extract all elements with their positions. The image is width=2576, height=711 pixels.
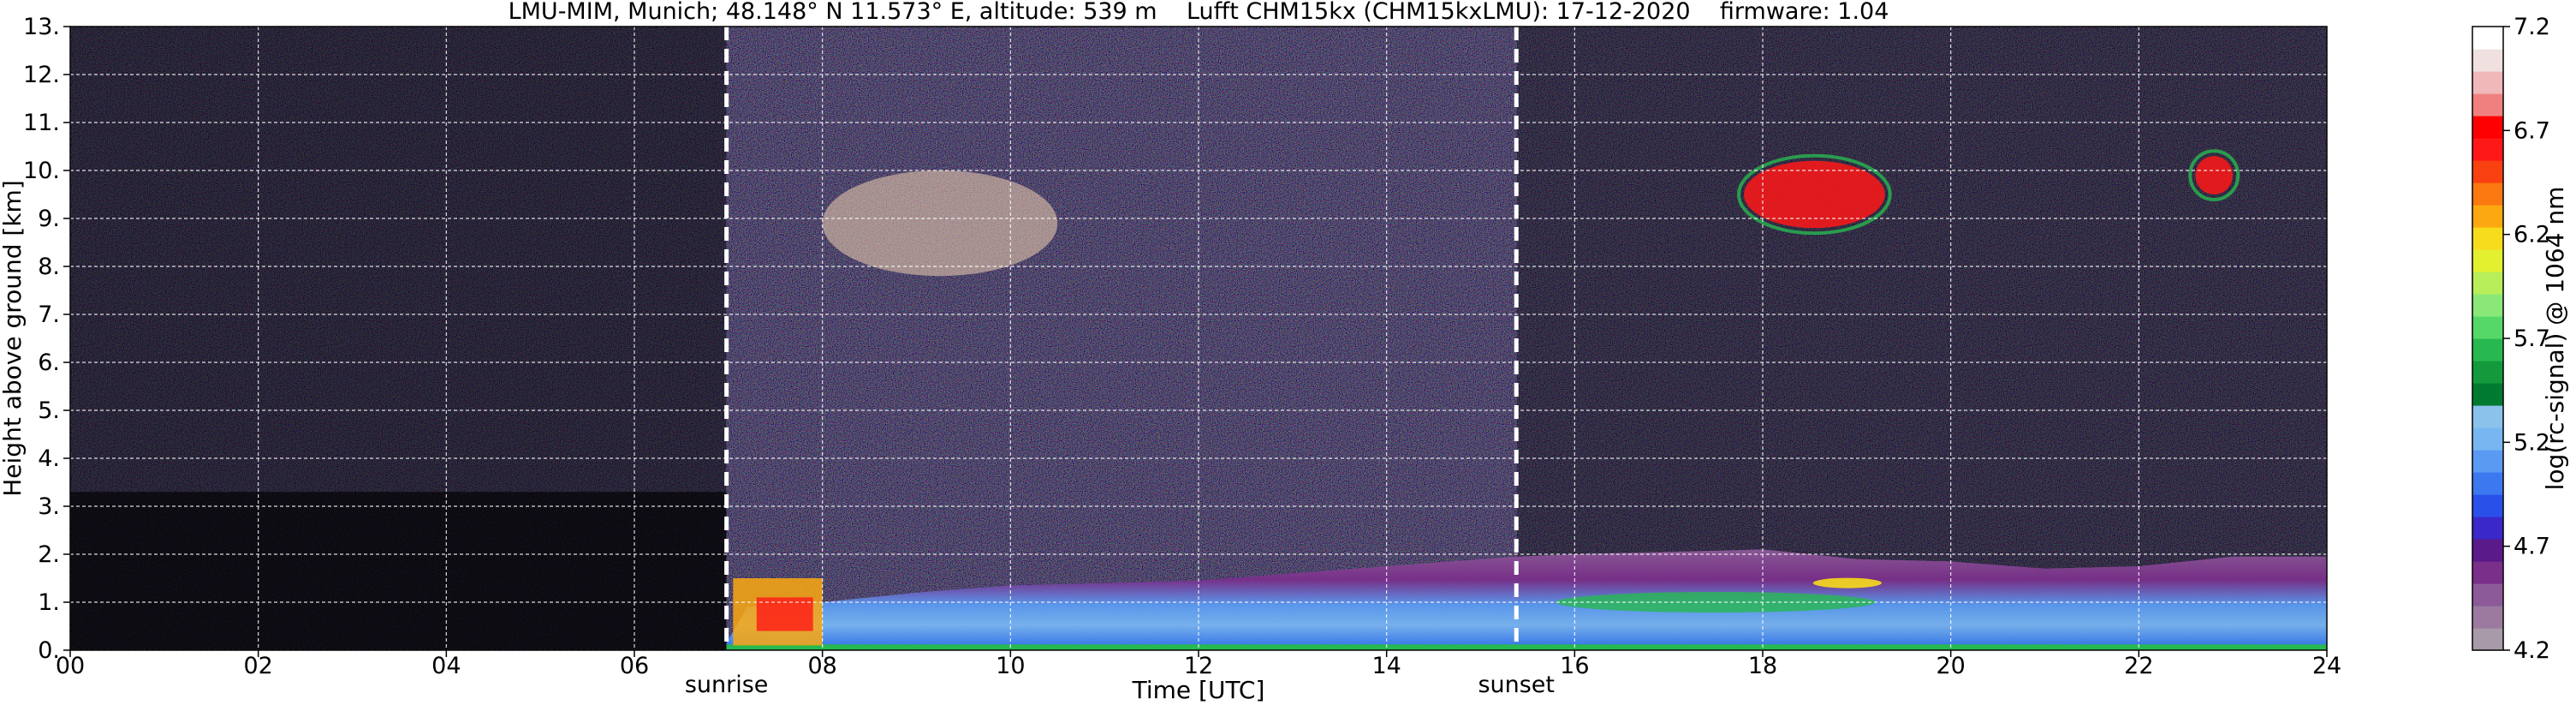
colorbar-segment	[2472, 561, 2503, 584]
colorbar-tick-label: 5.2	[2514, 429, 2550, 456]
colorbar-tick-label: 5.7	[2514, 326, 2550, 352]
surface-layer	[726, 644, 2327, 650]
marker-labels: sunrise sunset	[685, 672, 1555, 698]
markers-layer	[724, 27, 1519, 650]
noise-layer	[70, 27, 2327, 650]
colorbar-segment	[2472, 450, 2503, 473]
colorbar-segment	[2472, 227, 2503, 250]
x-tick-label: 22	[2124, 653, 2153, 679]
colorbar-segment	[2472, 249, 2503, 272]
x-tick-label: 16	[1560, 653, 1589, 679]
day-noise	[726, 27, 1517, 650]
y-tick-label: 7.	[38, 302, 60, 328]
colorbar-segment	[2472, 93, 2503, 117]
colorbar: 4.2 4.7 5.2 5.7 6.2 6.7 7.2	[2472, 14, 2550, 664]
x-tick-label: 00	[56, 653, 85, 679]
y-tick-label: 10.	[23, 158, 60, 184]
colorbar-tick-label: 6.7	[2514, 117, 2550, 144]
y-tick-label: 1.	[38, 589, 60, 616]
colorbar-tick-label: 6.2	[2514, 222, 2550, 248]
colorbar-segment	[2472, 472, 2503, 495]
plot-area	[70, 27, 2327, 650]
colorbar-segment	[2472, 272, 2503, 295]
colorbar-segment	[2472, 361, 2503, 384]
colorbar-segment	[2472, 316, 2503, 339]
colorbar-tick-label: 7.2	[2514, 14, 2550, 40]
x-tick-label: 10	[996, 653, 1025, 679]
colorbar-segment	[2472, 27, 2503, 50]
residual-layer	[1556, 592, 1876, 612]
colorbar-segment	[2472, 71, 2503, 94]
morning-aerosol-core	[756, 597, 813, 631]
colorbar-segment	[2472, 539, 2503, 562]
grid-layer	[70, 27, 2327, 650]
colorbar-tick-label: 4.2	[2514, 637, 2550, 664]
x-tick-label: 06	[620, 653, 649, 679]
x-ticks: 00 02 04 06 08 10 12 14 16 18 20 22 24	[56, 650, 2341, 679]
colorbar-segment	[2472, 138, 2503, 161]
colorbar-segment	[2472, 606, 2503, 629]
y-tick-label: 5.	[38, 397, 60, 424]
y-axis-label: Height above ground [km]	[0, 180, 27, 497]
colorbar-segment	[2472, 182, 2503, 206]
x-tick-label: 02	[243, 653, 272, 679]
boundary-layer	[726, 549, 2327, 650]
colorbar-segment	[2472, 405, 2503, 428]
colorbar-segment	[2472, 494, 2503, 517]
cirrus-cloud-edge	[2188, 149, 2240, 202]
x-tick-label: 24	[2312, 653, 2341, 679]
cirrus-cloud	[2195, 156, 2234, 195]
y-tick-label: 4.	[38, 445, 60, 472]
cirrus-cloud	[1744, 160, 1885, 229]
x-tick-label: 18	[1748, 653, 1777, 679]
colorbar-segment	[2472, 116, 2503, 139]
cirrus-cloud-edge	[1737, 153, 1892, 236]
y-tick-label: 12.	[23, 62, 60, 88]
chart-title: LMU-MIM, Munich; 48.148° N 11.573° E, al…	[509, 0, 1889, 25]
x-axis-label: Time [UTC]	[1132, 676, 1265, 704]
colorbar-segment	[2472, 427, 2503, 451]
y-tick-label: 0.	[38, 637, 60, 664]
colorbar-segment	[2472, 628, 2503, 651]
y-tick-label: 3.	[38, 493, 60, 520]
y-tick-label: 2.	[38, 541, 60, 568]
colorbar-segment	[2472, 49, 2503, 72]
night-lowlevel-dark	[70, 492, 727, 650]
y-tick-label: 13.	[23, 14, 60, 40]
y-tick-label: 9.	[38, 206, 60, 232]
colorbar-segment	[2472, 583, 2503, 606]
y-tick-label: 8.	[38, 254, 60, 280]
colorbar-segment	[2472, 160, 2503, 183]
colorbar-tick-label: 4.7	[2514, 534, 2550, 560]
colorbar-segment	[2472, 383, 2503, 406]
cirrus-cloud	[822, 170, 1058, 277]
marker-label: sunset	[1478, 672, 1555, 698]
y-tick-label: 6.	[38, 350, 60, 376]
features-layer	[726, 149, 2327, 650]
evening-noise	[1516, 27, 2327, 650]
y-tick-label: 11.	[23, 110, 60, 136]
x-tick-label: 20	[1936, 653, 1965, 679]
marker-label: sunrise	[685, 672, 769, 698]
colorbar-segment	[2472, 294, 2503, 317]
residual-layer-peak	[1812, 577, 1882, 589]
colorbar-segment	[2472, 338, 2503, 361]
y-ticks: 0. 1. 2. 3. 4. 5. 6. 7. 8. 9. 10. 11. 12. 13.	[23, 14, 70, 664]
colorbar-label: log(rc-signal) @ 1064 nm	[2541, 187, 2569, 491]
x-tick-label: 12	[1184, 653, 1213, 679]
x-tick-label: 08	[807, 653, 836, 679]
x-tick-label: 14	[1371, 653, 1401, 679]
x-tick-label: 04	[431, 653, 461, 679]
colorbar-segment	[2472, 205, 2503, 228]
colorbar-segment	[2472, 517, 2503, 540]
